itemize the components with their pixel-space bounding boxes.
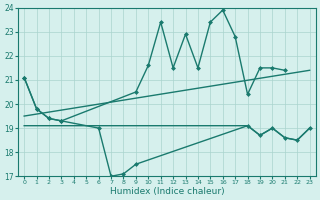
X-axis label: Humidex (Indice chaleur): Humidex (Indice chaleur) — [109, 187, 224, 196]
